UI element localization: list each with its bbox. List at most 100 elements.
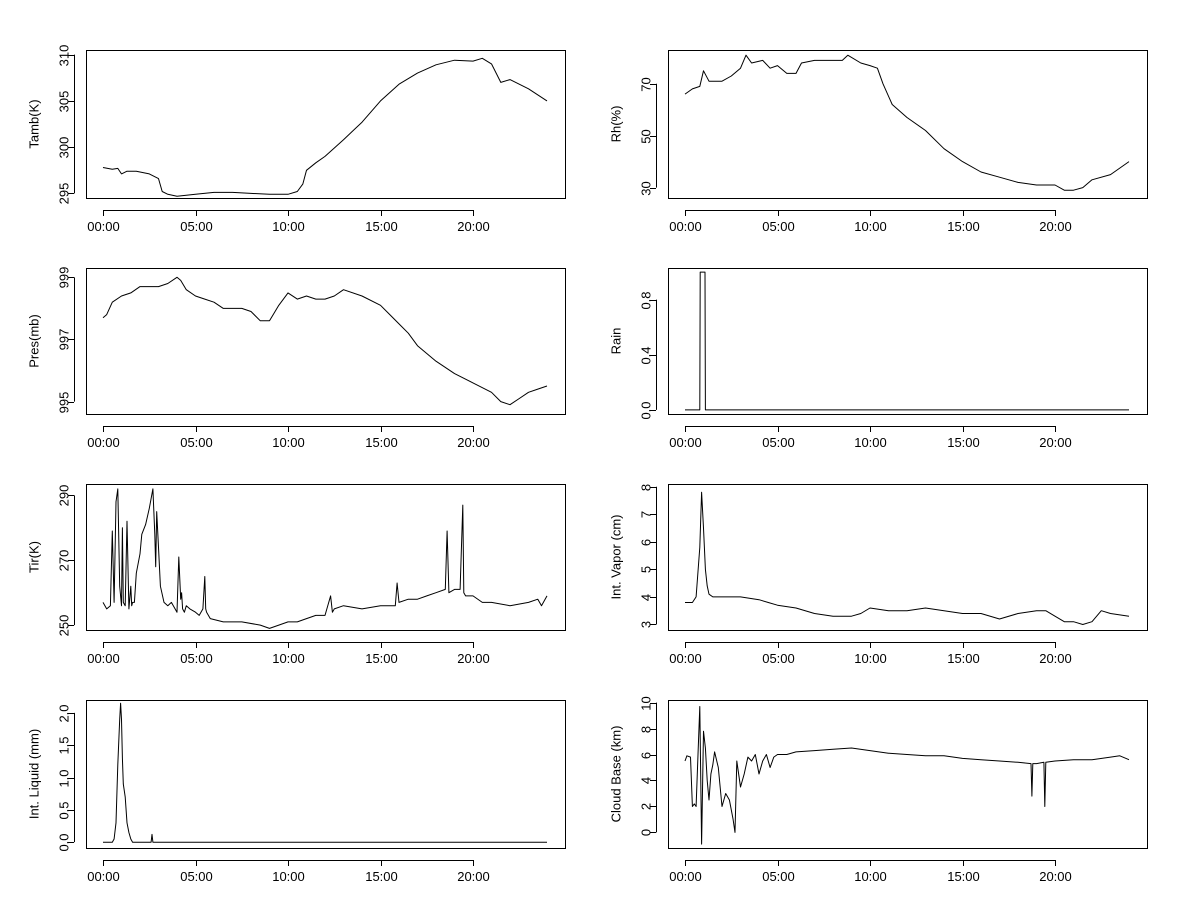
x-tick-label: 15:00: [947, 869, 980, 884]
y-tick-label: 250: [57, 615, 72, 637]
x-tick-label: 05:00: [180, 869, 213, 884]
y-tick-label: 10: [639, 696, 654, 710]
panel-cloud-base-km: 00:00 05:00 10:00 15:00 20:00 0 2 4 6 8 10 Cloud Ba…: [609, 696, 1148, 884]
x-tick-label: 10:00: [272, 651, 305, 666]
x-tick-label: 20:00: [1039, 219, 1072, 234]
plot-frame: [668, 484, 1148, 631]
series-line-pres-mb: [102, 276, 548, 406]
x-tick-label: 20:00: [1039, 651, 1072, 666]
x-tick-label: 05:00: [762, 651, 795, 666]
plot-frame: [86, 484, 566, 631]
x-tick-label: 00:00: [669, 869, 702, 884]
series-line-int-liquid-mm: [103, 702, 547, 843]
series-line-rh: [684, 54, 1130, 191]
x-tick-label: 20:00: [457, 435, 490, 450]
x-tick-label: 00:00: [87, 651, 120, 666]
series-line-int-vapor-cm: [685, 491, 1130, 625]
y-tick-label: 7: [639, 511, 654, 518]
series-line-tamb-k: [102, 57, 548, 197]
x-tick-label: 05:00: [762, 435, 795, 450]
x-tick-label: 10:00: [854, 435, 887, 450]
y-tick-label: 997: [57, 329, 72, 351]
y-axis-label: Tir(K): [27, 541, 42, 573]
y-tick-label: 4: [639, 594, 654, 601]
y-tick-label: 300: [57, 137, 72, 159]
x-tick-label: 00:00: [87, 869, 120, 884]
panel-rh: 00:00 05:00 10:00 15:00 20:00 30 50 70 Rh(%): [609, 50, 1148, 234]
y-tick-label: 0.8: [639, 291, 654, 309]
panel-rain: 00:00 05:00 10:00 15:00 20:00 0.0 0.4 0.8 Rain: [609, 268, 1148, 450]
y-tick-label: 310: [57, 45, 72, 67]
plot-frame: [86, 50, 566, 199]
x-tick-label: 10:00: [272, 219, 305, 234]
x-tick-label: 00:00: [669, 651, 702, 666]
panel-int-liquid-mm: 00:00 05:00 10:00 15:00 20:00 0.0 0.5 1.0 1.5 2.0…: [27, 700, 566, 884]
y-axis-label: Rh(%): [609, 106, 624, 143]
x-tick-label: 10:00: [854, 869, 887, 884]
x-tick-label: 10:00: [854, 219, 887, 234]
y-tick-label: 1.0: [57, 769, 72, 787]
y-tick-label: 0.0: [57, 833, 72, 851]
x-tick-label: 15:00: [947, 219, 980, 234]
y-tick-label: 0: [639, 829, 654, 836]
x-tick-label: 05:00: [180, 219, 213, 234]
series-line-cloud-base-km: [684, 706, 1130, 845]
x-tick-label: 15:00: [365, 869, 398, 884]
y-axis-label: Pres(mb): [27, 314, 42, 367]
series-line-tir-k: [102, 488, 548, 629]
y-tick-label: 70: [639, 77, 654, 91]
y-tick-label: 0.4: [639, 346, 654, 364]
x-tick-label: 05:00: [180, 651, 213, 666]
panel-tir-k: 00:00 05:00 10:00 15:00 20:00 250 270 290 Tir(K): [27, 484, 566, 666]
y-axis-label: Rain: [609, 328, 624, 355]
y-tick-label: 3: [639, 621, 654, 628]
y-tick-label: 270: [57, 550, 72, 572]
y-tick-label: 995: [57, 392, 72, 414]
x-tick-label: 20:00: [457, 869, 490, 884]
y-axis-label: Tamb(K): [27, 99, 42, 148]
x-tick-label: 00:00: [669, 435, 702, 450]
y-tick-label: 295: [57, 183, 72, 205]
x-tick-label: 10:00: [272, 869, 305, 884]
x-tick-label: 15:00: [947, 651, 980, 666]
plot-frame: [668, 700, 1148, 849]
y-axis-label: Int. Vapor (cm): [609, 514, 624, 599]
x-tick-label: 05:00: [762, 219, 795, 234]
y-tick-label: 290: [57, 485, 72, 507]
y-axis-label: Int. Liquid (mm): [27, 729, 42, 819]
panel-tamb-k: 00:00 05:00 10:00 15:00 20:00 295 300 305 310 Tam…: [27, 45, 566, 234]
x-tick-label: 20:00: [1039, 869, 1072, 884]
y-tick-label: 8: [639, 726, 654, 733]
plot-frame: [668, 268, 1148, 415]
plot-frame: [86, 700, 566, 849]
panel-int-vapor-cm: 00:00 05:00 10:00 15:00 20:00 3 4 5 6 7 8 Int. Vapo…: [609, 484, 1148, 666]
x-tick-label: 15:00: [365, 435, 398, 450]
plot-frame: [86, 268, 566, 415]
x-tick-label: 00:00: [669, 219, 702, 234]
y-tick-label: 6: [639, 539, 654, 546]
y-tick-label: 5: [639, 566, 654, 573]
y-tick-label: 999: [57, 267, 72, 289]
y-tick-label: 6: [639, 752, 654, 759]
x-tick-label: 00:00: [87, 435, 120, 450]
x-tick-label: 20:00: [457, 219, 490, 234]
y-tick-label: 4: [639, 777, 654, 784]
series-line-rain: [685, 271, 1129, 411]
x-tick-label: 20:00: [457, 651, 490, 666]
x-tick-label: 10:00: [854, 651, 887, 666]
y-tick-label: 0.5: [57, 801, 72, 819]
x-tick-label: 15:00: [365, 651, 398, 666]
x-tick-label: 05:00: [762, 869, 795, 884]
y-tick-label: 2: [639, 803, 654, 810]
y-tick-label: 1.5: [57, 736, 72, 754]
x-tick-label: 00:00: [87, 219, 120, 234]
y-tick-label: 30: [639, 181, 654, 195]
y-tick-label: 8: [639, 484, 654, 491]
y-tick-label: 2.0: [57, 704, 72, 722]
y-axis-label: Cloud Base (km): [609, 726, 624, 823]
x-tick-label: 15:00: [365, 219, 398, 234]
plot-frame: [668, 50, 1148, 199]
panel-pres-mb: 00:00 05:00 10:00 15:00 20:00 995 997 999 Pres(m…: [27, 267, 566, 450]
y-tick-label: 305: [57, 91, 72, 113]
x-tick-label: 15:00: [947, 435, 980, 450]
